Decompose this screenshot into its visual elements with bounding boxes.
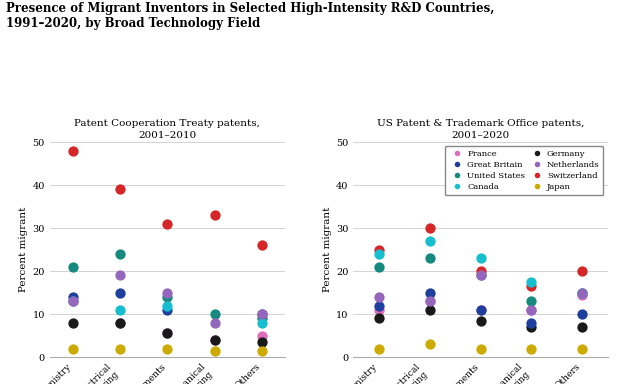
Point (210, 337, 219, 343)
Point (526, 319, 536, 326)
Point (476, 272, 485, 278)
Point (526, 324, 536, 330)
Text: 1991–2020, by Broad Technology Field: 1991–2020, by Broad Technology Field (6, 17, 260, 30)
Point (577, 290, 587, 296)
Legend: France, Great Britain, United States, Canada, Germany, Netherlands, Switzerland,: France, Great Britain, United States, Ca… (445, 146, 603, 195)
Point (476, 307, 485, 313)
Point (526, 298, 536, 304)
Point (257, 339, 267, 345)
Point (476, 318, 485, 324)
Point (210, 348, 219, 354)
Point (577, 292, 587, 298)
Point (210, 311, 219, 317)
Point (115, 272, 125, 278)
Point (162, 330, 172, 336)
Point (162, 346, 172, 352)
Point (210, 319, 219, 326)
Point (374, 264, 384, 270)
Point (115, 251, 125, 257)
Point (115, 307, 125, 313)
Point (476, 307, 485, 313)
Point (526, 279, 536, 285)
Point (577, 290, 587, 296)
Point (115, 319, 125, 326)
Point (68, 294, 78, 300)
Point (210, 212, 219, 218)
Point (526, 346, 536, 352)
Point (425, 238, 435, 244)
Y-axis label: Percent migrant: Percent migrant (19, 207, 28, 292)
Point (68, 298, 78, 304)
Point (476, 255, 485, 261)
Point (162, 330, 172, 336)
Point (257, 315, 267, 321)
Point (526, 307, 536, 313)
Point (210, 337, 219, 343)
Point (115, 319, 125, 326)
Point (425, 298, 435, 304)
Point (115, 346, 125, 352)
Point (374, 303, 384, 309)
Point (115, 290, 125, 296)
Point (374, 247, 384, 253)
Point (68, 264, 78, 270)
Point (577, 324, 587, 330)
Point (374, 251, 384, 257)
Point (68, 298, 78, 304)
Point (425, 255, 435, 261)
Point (577, 290, 587, 296)
Point (162, 294, 172, 300)
Point (257, 333, 267, 339)
Text: Presence of Migrant Inventors in Selected High-Intensity R&D Countries,: Presence of Migrant Inventors in Selecte… (6, 2, 495, 15)
Point (577, 268, 587, 274)
Point (162, 303, 172, 309)
Point (68, 319, 78, 326)
Point (115, 186, 125, 192)
Point (425, 307, 435, 313)
Point (68, 346, 78, 352)
Point (526, 283, 536, 289)
Point (374, 294, 384, 300)
Point (425, 298, 435, 304)
Y-axis label: Percent migrant: Percent migrant (323, 207, 332, 292)
Point (577, 311, 587, 317)
Point (425, 225, 435, 231)
Title: Patent Cooperation Treaty patents,
2001–2010: Patent Cooperation Treaty patents, 2001–… (74, 119, 260, 140)
Point (526, 307, 536, 313)
Point (374, 307, 384, 313)
Point (257, 311, 267, 317)
Point (68, 298, 78, 304)
Point (476, 272, 485, 278)
Point (162, 221, 172, 227)
Point (68, 147, 78, 154)
Point (425, 290, 435, 296)
Point (162, 307, 172, 313)
Title: US Patent & Trademark Office patents,
2001–2020: US Patent & Trademark Office patents, 20… (377, 119, 584, 140)
Point (476, 268, 485, 274)
Point (257, 348, 267, 354)
Point (257, 242, 267, 248)
Point (425, 341, 435, 347)
Point (374, 315, 384, 321)
Point (374, 346, 384, 352)
Point (257, 319, 267, 326)
Point (162, 290, 172, 296)
Point (476, 346, 485, 352)
Point (577, 346, 587, 352)
Point (257, 311, 267, 317)
